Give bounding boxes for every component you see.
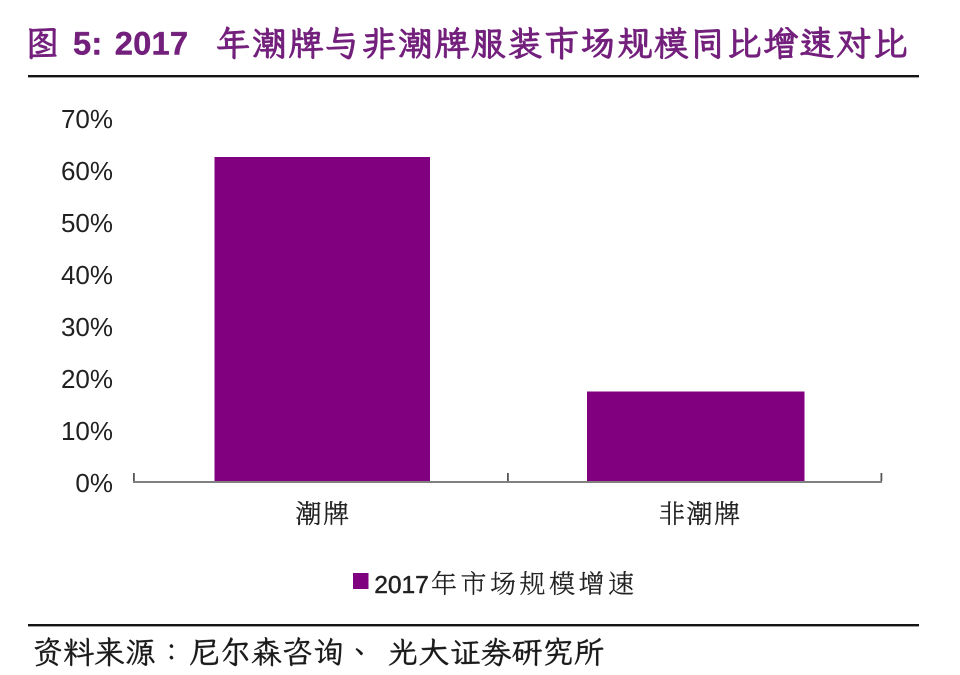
- svg-text:50%: 50%: [61, 208, 113, 238]
- svg-text:30%: 30%: [61, 312, 113, 342]
- svg-text:70%: 70%: [61, 104, 113, 134]
- svg-text:60%: 60%: [61, 156, 113, 186]
- svg-text:20%: 20%: [61, 364, 113, 394]
- svg-text:0%: 0%: [75, 468, 113, 498]
- svg-text:40%: 40%: [61, 260, 113, 290]
- svg-text:10%: 10%: [61, 416, 113, 446]
